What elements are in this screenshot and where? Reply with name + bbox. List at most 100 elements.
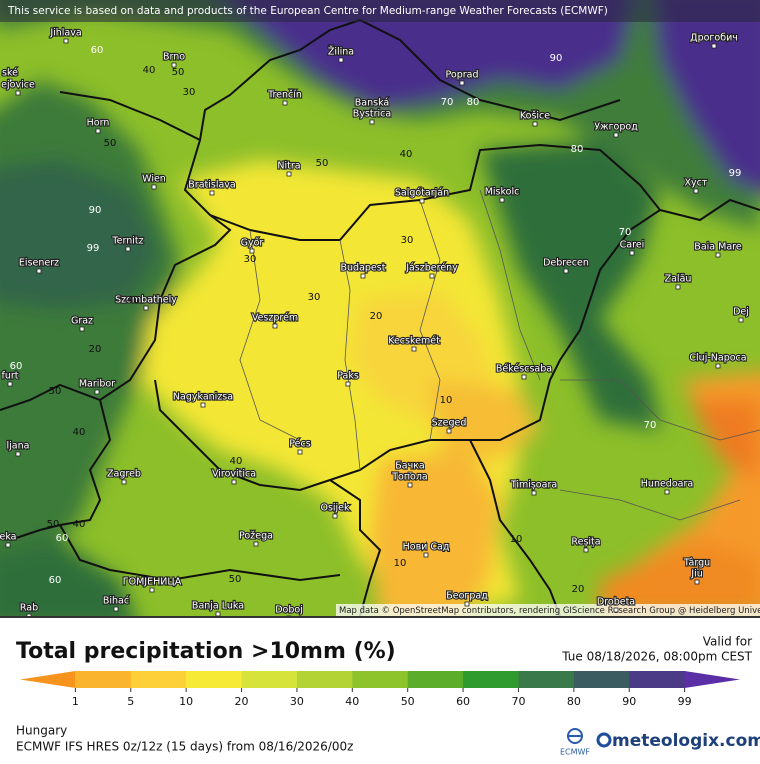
city-dot xyxy=(345,381,351,387)
city-label: Cluj-Napoca xyxy=(689,353,746,364)
city-dot xyxy=(407,482,413,488)
city-label: ejovice xyxy=(1,80,35,91)
city-label: Топола xyxy=(391,472,428,483)
region: Hungary xyxy=(16,724,67,738)
scale-bin xyxy=(186,671,243,688)
meteologix-logo[interactable]: meteologix.com xyxy=(596,731,760,751)
city-dot xyxy=(369,108,375,114)
city-dot xyxy=(63,38,69,44)
city-dot xyxy=(79,326,85,332)
scale-tick-label: 20 xyxy=(235,695,249,708)
city-dot xyxy=(429,273,435,279)
city-dot xyxy=(149,587,155,593)
scale-bin xyxy=(463,671,519,688)
ecmwf-text: ECMWF xyxy=(560,748,590,757)
city-label: Нови Сад xyxy=(403,542,450,553)
city-label: Košice xyxy=(520,111,550,122)
contour-label: 60 xyxy=(91,45,104,56)
attribution-bar xyxy=(336,604,760,616)
city-label: Kecskemét xyxy=(388,336,440,347)
city-dot xyxy=(36,268,42,274)
city-label: Reșița xyxy=(571,537,600,548)
region-borders xyxy=(239,189,760,521)
contour-label: 80 xyxy=(467,97,480,108)
city-label: Zagreb xyxy=(107,469,141,480)
scale-bin xyxy=(629,671,686,688)
scale-bin xyxy=(296,671,353,688)
city-dot xyxy=(151,184,157,190)
city-dot xyxy=(209,190,215,196)
city-dot xyxy=(464,601,470,607)
city-dot xyxy=(711,43,717,49)
city-dot xyxy=(613,607,619,613)
contour-label: 20 xyxy=(89,344,102,355)
model-info: ECMWF IFS HRES 0z/12z (15 days) from 08/… xyxy=(16,740,353,754)
scale-arrow-right xyxy=(684,671,740,688)
city-dot xyxy=(121,479,127,485)
city-dot xyxy=(253,541,259,547)
contour-label: 10 xyxy=(440,395,453,406)
contour-label: 20 xyxy=(572,584,585,595)
city-dot xyxy=(532,121,538,127)
city-label: Београд xyxy=(446,591,488,602)
city-dot xyxy=(7,381,13,387)
contour-label: 50 xyxy=(316,158,329,169)
city-label: Banja Luka xyxy=(192,601,244,612)
scale-tick-label: 99 xyxy=(678,695,692,708)
city-label: Brno xyxy=(163,52,185,63)
city-label: Virovitica xyxy=(212,469,256,480)
city-label: Maribor xyxy=(79,379,115,390)
city-dot xyxy=(26,613,32,616)
city-label: ljana xyxy=(7,441,30,452)
ecmwf-logo: ECMWF xyxy=(560,728,590,757)
attribution: Map data © OpenStreetMap contributors, r… xyxy=(339,606,760,616)
city-label: Bratislava xyxy=(188,180,235,191)
valid-label: Valid for xyxy=(703,635,752,649)
city-label: Бачка xyxy=(395,461,425,472)
scale-tick-label: 60 xyxy=(456,695,470,708)
contour-label: 80 xyxy=(571,144,584,155)
scale-bin xyxy=(573,671,630,688)
scale-bin xyxy=(518,671,575,688)
brand[interactable]: meteologix.com xyxy=(612,731,760,751)
scale-bin xyxy=(75,671,132,688)
contour-label: 10 xyxy=(510,534,523,545)
scale-bin xyxy=(241,671,298,688)
city-dot xyxy=(338,57,344,63)
city-dot xyxy=(113,606,119,612)
city-label: furt xyxy=(2,371,19,382)
city-label: ГОМЈЕНИЦА xyxy=(123,577,182,588)
contour-label: 99 xyxy=(729,168,742,179)
contour-label: 60 xyxy=(10,361,23,372)
contour-label: 10 xyxy=(394,558,407,569)
contour-label: 70 xyxy=(619,227,632,238)
contour-label: 40 xyxy=(400,149,413,160)
contour-label: 40 xyxy=(143,65,156,76)
city-dot xyxy=(272,323,278,329)
city-label: Ужгород xyxy=(594,122,638,133)
color-scale: 1 5 10 20 30 40 50 60 70 80 90 99 xyxy=(20,671,740,708)
city-dot xyxy=(282,100,288,106)
city-dot xyxy=(286,171,292,177)
contour-label: 40 xyxy=(230,456,243,467)
scale-tick-label: 40 xyxy=(345,695,359,708)
city-label: Trenčín xyxy=(267,90,302,101)
city-dot xyxy=(629,250,635,256)
city-dot xyxy=(15,451,21,457)
scale-bin xyxy=(407,671,464,688)
city-label: Ternitz xyxy=(111,236,143,247)
city-label: Salgótarján xyxy=(395,188,449,199)
city-dot xyxy=(499,197,505,203)
map: This service is based on data and produc… xyxy=(0,0,760,616)
city-dot xyxy=(171,62,177,68)
city-label: Jiu xyxy=(690,569,702,580)
contour-label: 30 xyxy=(401,235,414,246)
city-dot xyxy=(423,552,429,558)
city-dot xyxy=(738,317,744,323)
city-label: Drobeta xyxy=(597,597,635,608)
city-label: Bihać xyxy=(103,596,129,607)
contour-label: 20 xyxy=(370,311,383,322)
city-dot xyxy=(613,132,619,138)
city-dot xyxy=(360,273,366,279)
city-label: Szeged xyxy=(432,418,467,429)
